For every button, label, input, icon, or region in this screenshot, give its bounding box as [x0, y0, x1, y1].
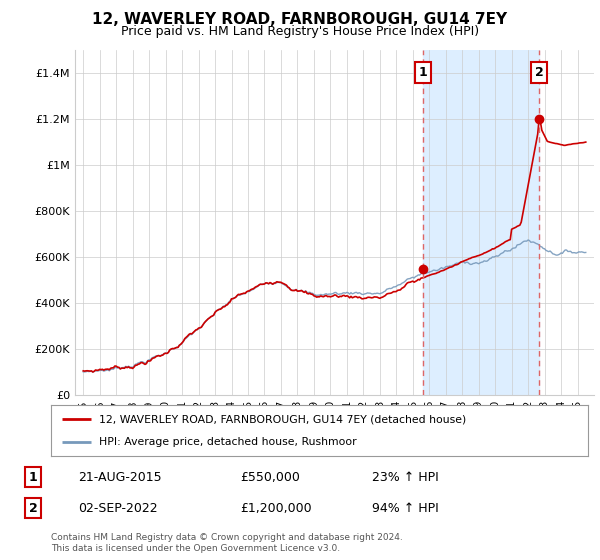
Text: Price paid vs. HM Land Registry's House Price Index (HPI): Price paid vs. HM Land Registry's House … [121, 25, 479, 38]
Text: £550,000: £550,000 [240, 470, 300, 484]
Text: 12, WAVERLEY ROAD, FARNBOROUGH, GU14 7EY: 12, WAVERLEY ROAD, FARNBOROUGH, GU14 7EY [92, 12, 508, 27]
Text: 1: 1 [419, 66, 428, 79]
Text: Contains HM Land Registry data © Crown copyright and database right 2024.
This d: Contains HM Land Registry data © Crown c… [51, 533, 403, 553]
Text: 23% ↑ HPI: 23% ↑ HPI [372, 470, 439, 484]
Text: 2: 2 [29, 502, 37, 515]
Text: 12, WAVERLEY ROAD, FARNBOROUGH, GU14 7EY (detached house): 12, WAVERLEY ROAD, FARNBOROUGH, GU14 7EY… [100, 414, 467, 424]
Text: 02-SEP-2022: 02-SEP-2022 [78, 502, 158, 515]
Text: HPI: Average price, detached house, Rushmoor: HPI: Average price, detached house, Rush… [100, 437, 357, 447]
Text: 21-AUG-2015: 21-AUG-2015 [78, 470, 161, 484]
Text: 2: 2 [535, 66, 544, 79]
Bar [424, 50, 539, 395]
Text: 1: 1 [29, 470, 37, 484]
Text: 94% ↑ HPI: 94% ↑ HPI [372, 502, 439, 515]
Text: £1,200,000: £1,200,000 [240, 502, 311, 515]
